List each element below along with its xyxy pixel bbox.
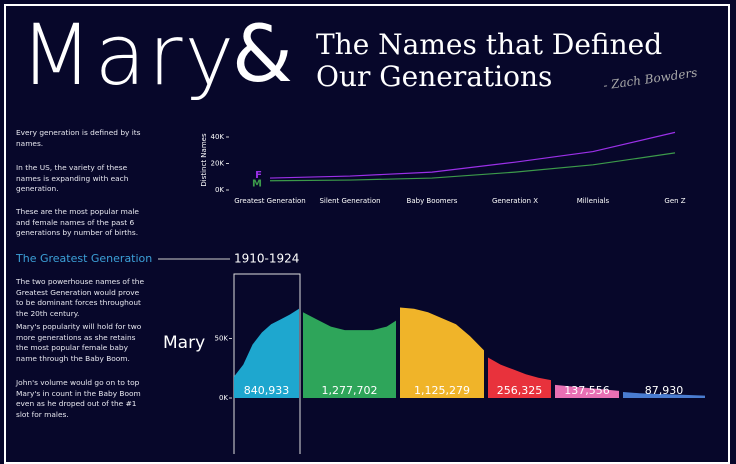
highlight-box — [233, 273, 301, 454]
total-label: 1,125,279 — [414, 384, 470, 397]
area — [555, 384, 619, 398]
area — [623, 392, 705, 398]
section-text: John's volume would go on to top Mary's … — [16, 378, 141, 419]
total-label: 87,930 — [645, 384, 684, 397]
row-label: Mary — [163, 333, 205, 353]
ampersand: & — [232, 10, 293, 100]
y-tick-label: 40K — [211, 133, 225, 141]
section-title: The Greatest Generation — [16, 252, 153, 265]
x-tick-label: Greatest Generation — [234, 197, 305, 205]
total-label: 840,933 — [244, 384, 290, 397]
y-axis-label: Distinct Names — [200, 133, 208, 187]
intro-text: In the US, the variety of these names is… — [16, 163, 129, 193]
section-text: Mary's popularity will hold for two more… — [16, 322, 142, 363]
title-line: The Names that Defined — [316, 28, 663, 61]
y-tick-label: 20K — [211, 160, 225, 168]
total-label: 1,277,702 — [322, 384, 378, 397]
total-label: 256,325 — [497, 384, 543, 397]
x-tick-label: Millenials — [577, 197, 610, 205]
x-tick-label: Gen Z — [664, 197, 685, 205]
series-label: F — [255, 170, 262, 181]
intro-text: These are the most popular male and fema… — [16, 207, 139, 237]
x-tick-label: Silent Generation — [319, 197, 380, 205]
y-tick-label: 0K — [219, 394, 228, 402]
area — [400, 307, 484, 398]
period-label: 1910-1924 — [234, 252, 299, 266]
series-label: M — [252, 179, 262, 190]
intro-text: Every generation is defined by its names… — [16, 128, 141, 148]
area — [303, 312, 396, 398]
total-label: 137,556 — [564, 384, 610, 397]
x-tick-label: Generation X — [492, 197, 538, 205]
page: Mary & The Names that Defined Our Genera… — [4, 4, 730, 464]
line — [269, 152, 676, 182]
area — [234, 308, 299, 398]
area — [488, 357, 551, 398]
y-tick-label: 0K — [215, 186, 224, 194]
section-text: The two powerhouse names of the Greatest… — [16, 277, 145, 318]
x-tick-label: Baby Boomers — [407, 197, 458, 205]
y-tick-label: 50K — [215, 334, 229, 342]
title-line: Our Generations — [316, 60, 553, 93]
line — [269, 131, 676, 179]
title-name: Mary — [20, 6, 237, 104]
